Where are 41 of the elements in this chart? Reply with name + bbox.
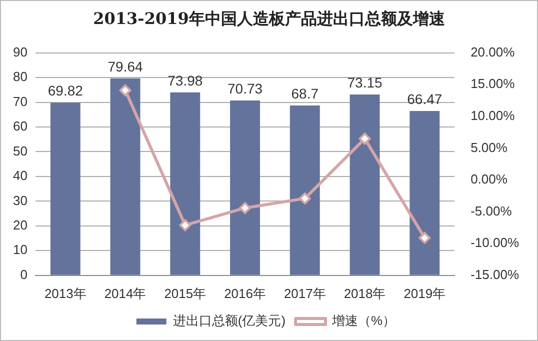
y-tick-label: 10: [12, 242, 28, 258]
data-label: 73.15: [347, 74, 382, 90]
y2-tick-label: 0.00%: [470, 172, 508, 187]
x-tick-label: 2015年: [164, 286, 206, 301]
point: [179, 219, 192, 232]
chart-title: 2013-2019年中国人造板产品进出口总额及增速: [92, 8, 446, 30]
y2-tick-label: -15.00%: [470, 266, 520, 282]
x-tick-label: 2016年: [224, 286, 266, 301]
y2-tick-label: -5.00%: [470, 203, 512, 218]
y2-tick-label: 15.00%: [470, 76, 516, 92]
data-label: 68.7: [291, 85, 319, 102]
y-tick-label: 60: [12, 118, 28, 134]
data-label: 70.73: [227, 80, 263, 96]
y2-tick-label: 5.00%: [470, 140, 508, 155]
data-label: 66.47: [407, 90, 442, 107]
y-tick-label: 40: [12, 168, 28, 184]
legend-label: 增速（%）: [331, 313, 396, 328]
data-label: 69.82: [48, 82, 84, 99]
point: [358, 132, 371, 145]
point: [119, 84, 132, 96]
y-tick-label: 20: [12, 218, 28, 233]
y-tick-label: 0: [20, 266, 28, 282]
x-tick-label: 2014年: [104, 286, 146, 301]
y-tick-label: 90: [12, 44, 28, 60]
x-tick-label: 2019年: [404, 286, 446, 301]
point: [418, 232, 431, 244]
legend-label: 进出口总额(亿美元): [172, 313, 286, 328]
x-tick-label: 2017年: [284, 286, 326, 301]
x-tick-label: 2013年: [44, 286, 86, 301]
y2-tick-label: 10.00%: [470, 108, 516, 123]
y2-tick-label: 20.00%: [470, 44, 516, 60]
y-tick-label: 30: [12, 192, 28, 208]
point: [298, 192, 311, 204]
y-tick-label: 80: [12, 69, 28, 84]
y2-tick-label: -10.00%: [470, 235, 520, 250]
y-tick-label: 70: [12, 94, 28, 109]
data-label: 79.64: [108, 58, 143, 74]
point: [239, 202, 252, 214]
x-tick-label: 2018年: [344, 286, 386, 301]
data-label: 73.98: [168, 72, 203, 88]
y-tick-label: 50: [12, 143, 28, 158]
